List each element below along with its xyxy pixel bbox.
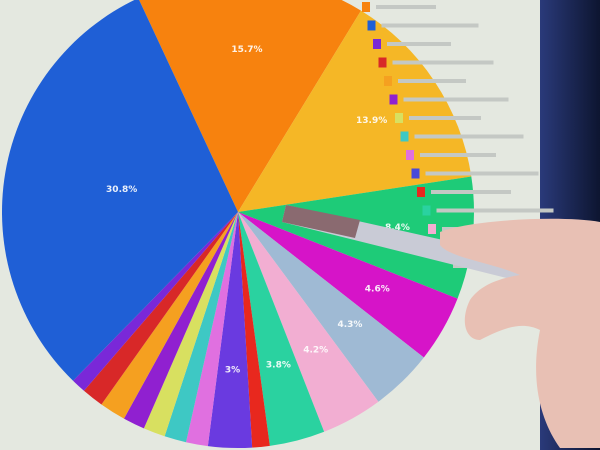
pie-slice	[73, 212, 238, 391]
pie-slice	[238, 212, 270, 448]
legend-text-blurred	[376, 5, 436, 9]
pie-slice	[101, 212, 238, 419]
legend-text-blurred	[381, 23, 479, 28]
hand-shape	[440, 218, 600, 448]
legend-text-blurred	[420, 153, 496, 157]
pie-slice	[123, 212, 238, 429]
pie-slice	[186, 212, 238, 447]
legend-swatch	[422, 205, 431, 216]
slice-label: 8.4%	[385, 223, 410, 233]
pie-slice	[143, 212, 238, 437]
legend-swatch	[417, 187, 425, 197]
legend-swatch	[428, 224, 436, 234]
legend-text-blurred	[436, 208, 554, 213]
legend-swatch	[384, 76, 392, 86]
legend-swatch	[389, 94, 398, 105]
legend-swatch	[411, 168, 420, 179]
legend-swatch	[400, 131, 409, 142]
legend-text-blurred	[425, 171, 539, 176]
pie-slice	[238, 212, 424, 402]
legend-text-blurred	[387, 42, 451, 46]
slice-label: 15.7%	[231, 45, 262, 55]
legend-text-blurred	[398, 79, 466, 83]
slice-label: 13.9%	[356, 116, 387, 126]
legend-text-blurred	[403, 97, 509, 102]
pie-slice	[83, 212, 238, 405]
pie-slice	[238, 212, 325, 446]
pen-tip	[282, 205, 360, 238]
legend-swatch	[406, 150, 414, 160]
pie-slice	[164, 212, 238, 443]
legend-swatch	[367, 20, 376, 31]
pie-slice	[207, 212, 253, 448]
slice-label: 30.8%	[106, 185, 137, 195]
slice-label: 3.8%	[266, 360, 291, 370]
legend-swatch	[373, 39, 381, 49]
legend-swatch	[362, 2, 370, 12]
slice-label: 4.6%	[365, 285, 390, 295]
legend-swatch	[439, 261, 447, 271]
pie-slice	[139, 0, 361, 212]
pie-slice	[238, 212, 458, 358]
legend-swatch	[378, 57, 387, 68]
legend-swatch	[395, 113, 403, 123]
legend-text-blurred	[414, 134, 524, 139]
pie-slice	[2, 0, 238, 381]
slice-label: 4.2%	[303, 345, 328, 355]
legend-text-blurred	[392, 60, 494, 65]
slice-label: 4.3%	[337, 320, 362, 330]
slice-label: 3%	[225, 365, 240, 375]
pie-slice	[238, 212, 379, 432]
hand	[440, 218, 600, 448]
legend-text-blurred	[431, 190, 511, 194]
legend-text-blurred	[409, 116, 481, 120]
